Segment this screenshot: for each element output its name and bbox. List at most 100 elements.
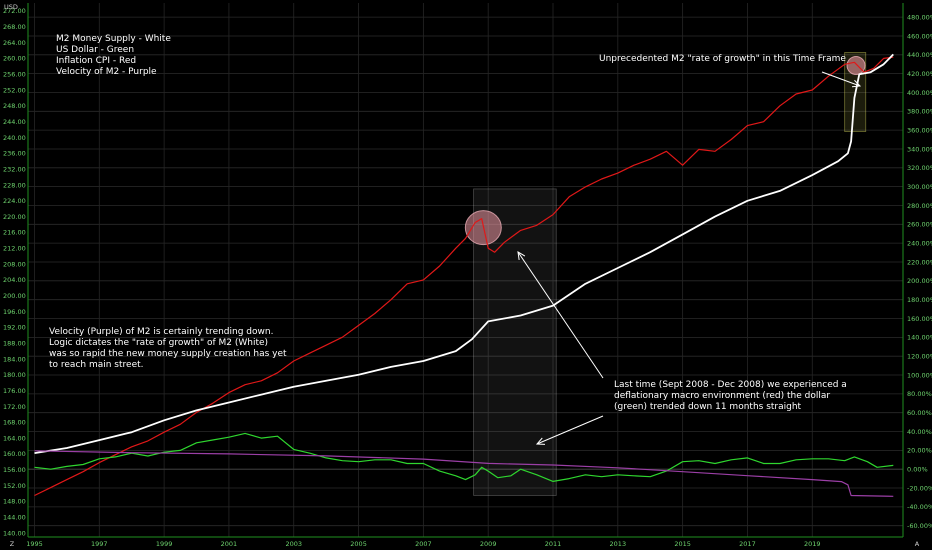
series-line-inflation-cpi	[34, 56, 894, 497]
left-tick-label: 144.00	[3, 514, 26, 522]
left-tick-label: 180.00	[3, 371, 26, 379]
left-tick-label: 224.00	[3, 197, 26, 205]
left-tick-label: 216.00	[3, 229, 26, 237]
arrow-head	[517, 251, 526, 260]
left-tick-label: 272.00	[3, 7, 26, 15]
left-tick-label: 164.00	[3, 434, 26, 442]
series-layer	[34, 53, 894, 497]
legend-line: US Dollar - Green	[56, 45, 134, 55]
right-tick-label: -40.00%	[907, 503, 932, 511]
last-time-note-line: (green) trended down 11 months straight	[614, 402, 802, 412]
right-tick-label: -60.00%	[907, 522, 932, 530]
left-tick-label: 244.00	[3, 118, 26, 126]
right-tick-label: 460.00%	[907, 32, 932, 40]
x-tick-label: 2005	[350, 540, 367, 548]
x-tick-label: 2003	[285, 540, 302, 548]
legend-line: Inflation CPI - Red	[56, 56, 136, 66]
right-tick-label: 320.00%	[907, 164, 932, 172]
left-tick-label: 252.00	[3, 86, 26, 94]
right-tick-label: 40.00%	[907, 428, 932, 436]
x-tick-label: 2007	[415, 540, 432, 548]
corner-label-right: A	[915, 540, 920, 548]
right-tick-label: -20.00%	[907, 484, 932, 492]
arrow-shaft	[821, 71, 861, 87]
right-tick-label: 60.00%	[907, 409, 932, 417]
right-tick-label: 420.00%	[907, 70, 932, 78]
left-tick-label: 160.00	[3, 450, 26, 458]
left-tick-label: 232.00	[3, 165, 26, 173]
x-tick-label: 1995	[26, 540, 43, 548]
unprecedented-note: Unprecedented M2 "rate of growth" in thi…	[599, 54, 846, 64]
right-tick-label: 300.00%	[907, 183, 932, 191]
right-tick-label: 140.00%	[907, 334, 932, 342]
right-tick-label: 400.00%	[907, 89, 932, 97]
left-tick-label: 140.00	[3, 529, 26, 537]
left-tick-label: 176.00	[3, 387, 26, 395]
x-tick-label: 2015	[674, 540, 691, 548]
legend-line: Velocity of M2 - Purple	[56, 67, 157, 77]
right-tick-label: 120.00%	[907, 352, 932, 360]
x-tick-label: 2009	[480, 540, 497, 548]
velocity-note-line: Velocity (Purple) of M2 is certainly tre…	[49, 327, 273, 337]
axis-layer: 140.00 144.00 148.00 152.00 156.00 160.00 164.…	[3, 3, 932, 548]
velocity-note-line: Logic dictates the "rate of growth" of M…	[49, 338, 268, 348]
arrow-to-2020-box	[821, 71, 862, 88]
x-tick-label: 1997	[91, 540, 108, 548]
legend-line: M2 Money Supply - White	[56, 34, 171, 44]
left-tick-label: 248.00	[3, 102, 26, 110]
right-tick-label: 480.00%	[907, 13, 932, 21]
right-tick-label: 160.00%	[907, 315, 932, 323]
left-tick-label: 172.00	[3, 403, 26, 411]
right-tick-label: 180.00%	[907, 296, 932, 304]
left-tick-label: 152.00	[3, 482, 26, 490]
left-tick-label: 260.00	[3, 55, 26, 63]
left-tick-label: 212.00	[3, 245, 26, 253]
left-tick-label: 264.00	[3, 39, 26, 47]
arrow-shaft	[517, 251, 604, 379]
left-tick-label: 184.00	[3, 355, 26, 363]
corner-label-left: Z	[10, 540, 15, 548]
last-time-note-line: Last time (Sept 2008 - Dec 2008) we expe…	[614, 380, 847, 390]
velocity-note-line: to reach main street.	[49, 360, 144, 370]
last-time-note-line: deflationary macro environment (red) the…	[614, 391, 830, 401]
arrow-head	[535, 437, 546, 445]
left-tick-label: 268.00	[3, 23, 26, 31]
right-tick-label: 340.00%	[907, 145, 932, 153]
left-tick-label: 256.00	[3, 71, 26, 79]
right-tick-label: 0.00%	[907, 465, 928, 473]
x-tick-label: 2011	[545, 540, 562, 548]
right-tick-label: 380.00%	[907, 108, 932, 116]
left-tick-label: 220.00	[3, 213, 26, 221]
right-tick-label: 20.00%	[907, 447, 932, 455]
left-tick-label: 200.00	[3, 292, 26, 300]
highlight-circle-2020	[846, 55, 866, 75]
arrow-to-2008-dollar	[535, 415, 604, 445]
arrow-shaft	[536, 415, 604, 445]
right-tick-label: 100.00%	[907, 371, 932, 379]
currency-label: USD	[4, 3, 18, 11]
left-tick-label: 236.00	[3, 150, 26, 158]
right-tick-label: 440.00%	[907, 51, 932, 59]
left-tick-label: 188.00	[3, 339, 26, 347]
right-tick-label: 360.00%	[907, 126, 932, 134]
right-tick-label: 240.00%	[907, 239, 932, 247]
left-tick-label: 204.00	[3, 276, 26, 284]
series-line-velocity-of-m2	[34, 450, 894, 497]
highlight-layer	[464, 52, 867, 496]
left-tick-label: 208.00	[3, 260, 26, 268]
grid-layer	[28, 3, 903, 537]
right-tick-label: 80.00%	[907, 390, 932, 398]
series-line-us-dollar	[34, 432, 894, 482]
x-tick-label: 2013	[610, 540, 627, 548]
left-tick-label: 196.00	[3, 308, 26, 316]
x-tick-label: 2017	[739, 540, 756, 548]
left-tick-label: 192.00	[3, 324, 26, 332]
x-tick-label: 2001	[221, 540, 238, 548]
right-tick-label: 200.00%	[907, 277, 932, 285]
series-line-m2-money-supply	[34, 53, 894, 454]
right-tick-label: 220.00%	[907, 258, 932, 266]
left-tick-label: 156.00	[3, 466, 26, 474]
arrow-to-2008-circle	[517, 251, 604, 379]
